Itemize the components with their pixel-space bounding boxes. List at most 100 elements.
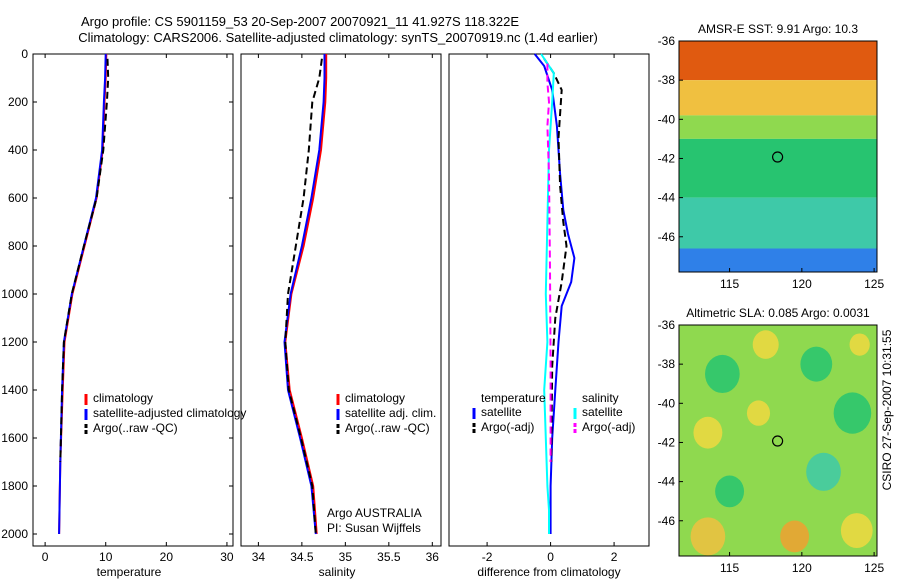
y-tick-label: -46 [658,514,676,528]
x-tick-label: 2 [611,550,618,564]
y-tick-label: -40 [658,396,676,410]
map-color-band [679,80,877,116]
map-color-band [679,197,877,249]
map-anomaly-blob [833,392,872,434]
x-tick-label: 35.5 [377,550,401,564]
legend-label: satellite [481,405,522,419]
x-tick-label: 35 [339,550,353,564]
y-tick-label: -42 [658,435,676,449]
legend-label: Argo(..raw -QC) [93,421,178,435]
legend-label: satellite [582,405,623,419]
y-tick-label: 1400 [1,383,28,397]
y-tick-label: 1600 [1,431,28,445]
y-tick-label: 0 [21,47,28,61]
x-axis-label: temperature [97,565,162,579]
map-title: AMSR-E SST: 9.91 Argo: 10.3 [698,22,858,36]
argo-annotation: PI: Susan Wijffels [327,521,421,535]
legend-label: Argo(-adj) [481,420,534,434]
x-tick-label: 115 [720,561,739,575]
y-tick-label: 400 [8,143,28,157]
y-tick-label: -42 [658,151,676,165]
y-tick-label: -38 [658,73,676,87]
x-tick-label: -2 [482,550,493,564]
map-color-band [679,248,877,272]
y-tick-label: 2000 [1,527,28,541]
y-tick-label: 800 [8,239,28,253]
x-tick-label: 34.5 [290,550,314,564]
series-line-argo-raw-qc [284,58,323,535]
x-tick-label: 34 [252,550,266,564]
y-tick-label: -36 [658,34,676,48]
legend-group-title: salinity [582,391,619,405]
y-tick-label: -44 [658,475,676,489]
x-tick-label: 36 [426,550,440,564]
y-tick-label: 1800 [1,479,28,493]
x-tick-label: 115 [720,277,739,291]
map-frame [678,40,878,273]
y-tick-label: 1000 [1,287,28,301]
map-anomaly-blob [840,513,873,549]
series-line-salinity-argo-adj [546,63,552,462]
map-color-band [679,138,877,198]
series-line-satellite-adjusted-climatology [58,53,107,535]
legend-label: satellite adj. clim. [345,406,436,420]
x-tick-label: 10 [99,550,113,564]
series-line-climatology [284,54,328,535]
x-axis-label: difference from climatology [477,565,620,579]
map-anomaly-blob [800,346,833,382]
map-anomaly-blob [705,354,740,394]
map-anomaly-blob [746,400,771,426]
series-line-satellite-adj-clim [283,54,326,535]
salinity-profile-panel: 34 34.5 35 35.5 36 salinity climatologysatelli… [240,53,442,579]
x-tick-label: 0 [547,550,554,564]
timestamp-side-label: CSIRO 27-Sep-2007 10:31:55 [880,329,894,490]
y-tick-label: 600 [8,191,28,205]
axes-frame [32,53,234,547]
y-tick-label: -38 [658,357,676,371]
map-anomaly-blob [780,520,810,553]
sst-map-panel: 115 120 125 -36 -38 -40 -42 -44 -46 AMSR-E SST: 9… [658,22,885,291]
map-anomaly-blob [752,330,779,359]
axes-frame [448,53,650,547]
argo-float-marker [771,435,784,447]
series-line-temperature-satellite [533,53,576,534]
x-tick-label: 125 [864,277,884,291]
argo-annotation: Argo AUSTRALIA [327,506,422,520]
y-tick-label: -46 [658,230,676,244]
sla-map-panel: 115 120 125 -36 -38 -40 -42 -44 -46 Altimetric SL… [658,306,885,575]
series-line-salinity-satellite [540,53,555,534]
legend-label: Argo(..raw -QC) [345,421,430,435]
argo-float-marker [771,151,784,163]
map-anomaly-blob [690,517,726,556]
map-field [679,41,877,272]
y-tick-label: 200 [8,95,28,109]
x-tick-label: 20 [160,550,174,564]
map-color-band [679,41,877,81]
x-tick-label: 30 [220,550,234,564]
temperature-profile-panel: 0 10 20 30 0 200 400 600 800 1000 1200 1400 1600 1800… [1,47,246,579]
map-anomaly-blob [693,416,723,449]
series-line-temperature-argo-adj [543,58,568,463]
series-line-argo-raw-qc [59,58,110,463]
x-axis-label: salinity [319,565,356,579]
x-tick-label: 120 [792,561,812,575]
legend-label: climatology [93,391,153,405]
legend-label: Argo(-adj) [582,420,635,434]
figure-title-line1: Argo profile: CS 5901159_53 20-Sep-2007 … [81,14,519,29]
map-anomaly-blob [849,333,870,356]
legend-label: satellite-adjusted climatology [93,406,246,420]
map-field [679,325,877,556]
map-frame [678,324,878,557]
y-tick-label: -44 [658,191,676,205]
legend-group-title: temperature [481,391,546,405]
x-tick-label: 0 [42,550,49,564]
figure-title-line2: Climatology: CARS2006. Satellite-adjuste… [78,30,598,45]
x-tick-label: 120 [792,277,812,291]
y-tick-label: -36 [658,318,676,332]
axes-frame [240,53,442,547]
legend-label: climatology [345,391,405,405]
map-color-band [679,115,877,139]
series-line-climatology [58,53,108,535]
